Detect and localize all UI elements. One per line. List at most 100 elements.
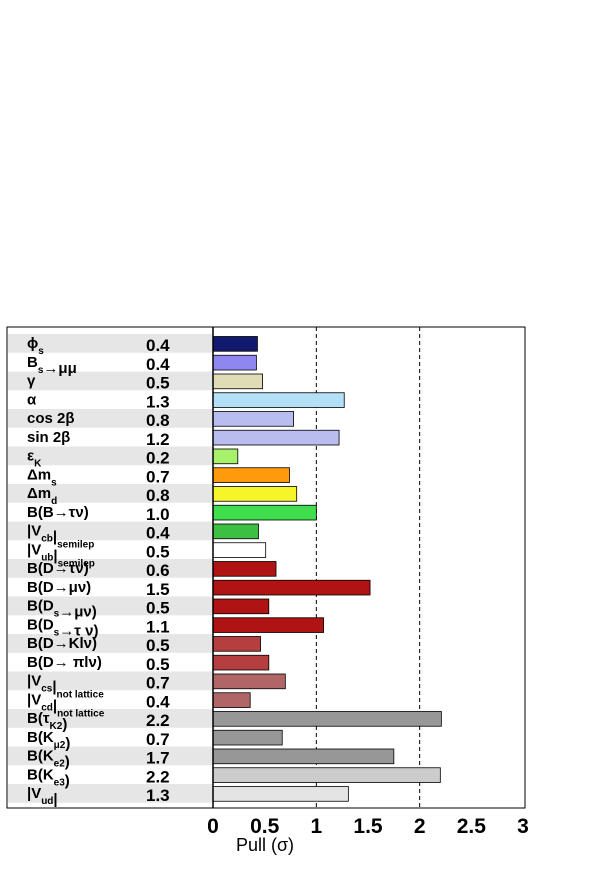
row-band: [8, 484, 213, 503]
bar: [212, 373, 263, 390]
bar: [212, 579, 371, 596]
bar: [212, 523, 259, 540]
row-value: 0.7: [146, 730, 170, 749]
row-label: B(Ke3): [27, 766, 70, 789]
x-tick-label: 1.5: [353, 815, 383, 838]
row-value: 1.3: [146, 786, 170, 805]
bar: [212, 692, 251, 708]
row-band: [8, 559, 213, 578]
row-band: [8, 446, 213, 466]
value-labels: 0.40.40.51.30.81.20.20.70.81.00.40.50.61…: [146, 336, 170, 805]
row-label: εK: [27, 448, 42, 470]
outer-frame: [6, 326, 526, 809]
row-value: 1.2: [146, 430, 170, 449]
row-value: 0.4: [146, 692, 170, 711]
row-band: [8, 334, 213, 353]
row-label: α: [27, 391, 37, 408]
row-bands: [8, 334, 213, 803]
row-band: [8, 596, 213, 616]
row-label: B(D→τν): [27, 560, 89, 577]
bar: [212, 448, 239, 465]
row-value: 0.7: [146, 467, 170, 486]
row-label: Δms: [27, 466, 57, 488]
bar: [212, 654, 270, 671]
row-value: 2.2: [146, 711, 170, 730]
bar: [212, 673, 286, 690]
row-value: 2.2: [146, 767, 170, 786]
row-band: [8, 634, 213, 653]
plot-frame: [6, 326, 526, 809]
row-value: 1.7: [146, 749, 170, 768]
row-label: |Vud|: [27, 785, 58, 808]
bar: [212, 711, 442, 727]
bar: [212, 486, 298, 502]
row-band: [8, 521, 213, 541]
bar: [212, 729, 283, 746]
row-label: Δmd: [27, 485, 57, 507]
row-label: B(D→ πlν): [27, 654, 102, 671]
row-value: 0.5: [146, 636, 170, 655]
row-label: B(D→Klν): [27, 635, 97, 652]
bar: [212, 561, 277, 577]
x-axis-ticks: 0 0.5 1 1.5 2 2.5 3: [207, 815, 529, 838]
row-value: 0.5: [146, 374, 170, 393]
row-value: 0.5: [146, 599, 170, 618]
row-value: 0.6: [146, 561, 170, 580]
row-band: [8, 784, 213, 803]
x-axis-title: Pull (σ): [236, 835, 294, 855]
row-value: 0.7: [146, 674, 170, 693]
bar: [212, 636, 261, 652]
row-value: 0.8: [146, 411, 170, 430]
row-value: 0.4: [146, 336, 170, 355]
bar: [212, 429, 340, 446]
bar: [212, 392, 345, 408]
bar: [212, 542, 267, 558]
bar: [212, 617, 324, 633]
row-value: 0.5: [146, 655, 170, 674]
row-value: 1.3: [146, 392, 170, 411]
row-label: B(Ds→μν): [27, 598, 97, 621]
row-label: |Vcb|semilep: [27, 523, 94, 551]
bar: [212, 336, 258, 352]
row-value: 0.5: [146, 542, 170, 561]
row-label: |Vub|semilep: [27, 541, 95, 569]
row-label: |Vcs|not lattice: [27, 673, 104, 701]
row-label: γ: [27, 373, 36, 390]
row-band: [8, 709, 213, 728]
row-label: B(B→τν): [27, 504, 89, 521]
row-label: B(τK2): [27, 710, 67, 733]
row-value: 1.1: [146, 617, 170, 636]
row-value: 1.0: [146, 505, 170, 524]
row-value: 1.5: [146, 580, 170, 599]
x-tick-label: 0.5: [250, 815, 280, 838]
row-label: B(Ke2): [27, 748, 70, 771]
x-tick-label: 0: [207, 815, 219, 838]
bar: [212, 748, 395, 765]
row-label: ϕs: [27, 335, 44, 357]
row-label: sin 2β: [27, 429, 70, 446]
row-label: Bs→μμ: [27, 354, 77, 377]
bar: [212, 354, 257, 371]
x-tick-label: 2: [414, 815, 426, 838]
row-band: [8, 746, 213, 766]
x-tick-label: 3: [517, 815, 529, 838]
bar: [212, 598, 270, 615]
row-value: 0.4: [146, 355, 170, 374]
x-tick-label: 1: [310, 815, 322, 838]
bars: [212, 336, 442, 802]
row-band: [8, 671, 213, 691]
row-label: B(Ds→τ ν): [27, 616, 98, 639]
row-band: [8, 409, 213, 428]
row-value: 0.2: [146, 449, 170, 468]
x-tick-label: 2.5: [457, 815, 487, 838]
bar: [212, 767, 441, 783]
row-label: B(D→μν): [27, 579, 91, 596]
row-value: 0.8: [146, 486, 170, 505]
bar: [212, 504, 317, 521]
bar: [212, 411, 294, 427]
row-band: [8, 371, 213, 391]
bar: [212, 467, 290, 483]
row-label: B(Kμ2): [27, 729, 70, 752]
